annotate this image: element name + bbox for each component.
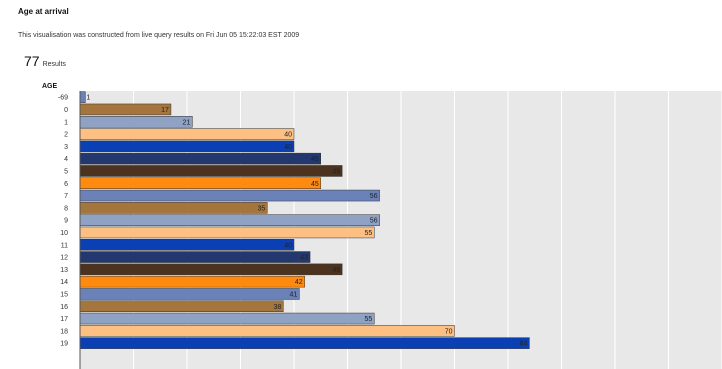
bar-6 [79, 177, 321, 189]
value-label-5: 49 [332, 168, 340, 175]
tick-label-14: 14 [60, 279, 68, 286]
bar-3 [79, 140, 295, 153]
value-label-11: 40 [284, 242, 292, 249]
bar-4 [79, 152, 321, 165]
tick-label-18: 18 [60, 328, 68, 335]
bar-18 [79, 325, 455, 337]
tick-label--69: -69 [58, 95, 68, 102]
page-title: Age at arrival [18, 7, 69, 16]
tick-label-12: 12 [60, 255, 68, 262]
bars-group: 1 17 21 40 40 45 49 45 56 35 56 55 40 43 49 42 41 38 55 70 8… [79, 91, 530, 349]
tick-label-4: 4 [64, 156, 68, 163]
value-label-3: 40 [284, 144, 292, 151]
value-label-8: 35 [257, 205, 265, 212]
tick-label-13: 13 [60, 267, 68, 274]
value-label-9: 56 [370, 218, 378, 225]
value-label--69: 1 [86, 95, 90, 102]
tick-label-6: 6 [64, 181, 68, 188]
value-label-12: 43 [300, 255, 308, 262]
value-label-7: 56 [370, 193, 378, 200]
tick-label-9: 9 [64, 218, 68, 225]
bar-5 [79, 165, 343, 177]
results-count: 77 [24, 53, 40, 69]
bar-8 [79, 202, 268, 214]
value-label-10: 55 [364, 230, 372, 237]
bar-10 [79, 226, 375, 239]
value-label-17: 55 [364, 316, 372, 323]
value-label-19: 84 [520, 341, 528, 348]
bar-13 [79, 263, 343, 276]
y-axis-title: AGE [42, 83, 58, 90]
results-summary: 77 Results [24, 53, 66, 69]
tick-label-0: 0 [64, 107, 68, 114]
tick-label-5: 5 [64, 168, 68, 175]
value-label-2: 40 [284, 132, 292, 139]
value-label-1: 21 [183, 119, 191, 126]
value-label-15: 41 [290, 291, 298, 298]
value-label-0: 17 [161, 107, 169, 114]
bar-17 [79, 312, 375, 325]
tick-label-8: 8 [64, 205, 68, 212]
tick-label-16: 16 [60, 304, 68, 311]
page-subtitle: This visualisation was constructed from … [18, 32, 300, 39]
tick-label-15: 15 [60, 291, 68, 298]
bar-7 [79, 189, 380, 202]
bar-16 [79, 300, 284, 312]
tick-label-1: 1 [64, 119, 68, 126]
bar-15 [79, 288, 300, 300]
tick-label-11: 11 [61, 242, 68, 249]
bar-2 [79, 128, 295, 140]
value-label-18: 70 [445, 328, 453, 335]
value-label-14: 42 [295, 279, 303, 286]
value-label-6: 45 [311, 181, 319, 188]
tick-label-7: 7 [64, 193, 68, 200]
tick-label-10: 10 [60, 230, 68, 237]
bar-11 [79, 239, 295, 251]
bar-9 [79, 214, 380, 226]
value-label-4: 45 [311, 156, 319, 163]
tick-label-2: 2 [64, 132, 68, 139]
bar-19 [79, 337, 530, 349]
results-label: Results [42, 61, 66, 68]
tick-label-3: 3 [64, 144, 68, 151]
bar--69 [79, 91, 86, 103]
tick-label-17: 17 [60, 316, 68, 323]
value-label-13: 49 [332, 267, 340, 274]
bar-1 [79, 116, 193, 128]
tick-label-19: 19 [60, 341, 68, 348]
bar-0 [79, 103, 172, 116]
bar-12 [79, 251, 311, 263]
value-label-16: 38 [274, 304, 282, 311]
bar-14 [79, 275, 305, 288]
